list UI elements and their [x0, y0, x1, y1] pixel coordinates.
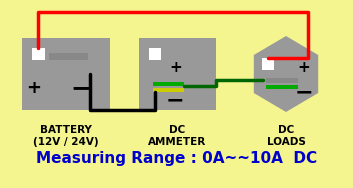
FancyBboxPatch shape — [22, 38, 110, 110]
Text: DC
AMMETER: DC AMMETER — [148, 125, 207, 147]
Bar — [262, 58, 274, 70]
Text: −: − — [70, 76, 91, 100]
Text: BATTERY
(12V / 24V): BATTERY (12V / 24V) — [33, 125, 98, 147]
FancyBboxPatch shape — [139, 38, 216, 110]
Polygon shape — [254, 36, 318, 112]
Text: −: − — [294, 82, 313, 102]
Text: Measuring Range : 0A~~10A  DC: Measuring Range : 0A~~10A DC — [36, 151, 317, 165]
Text: DC
LOADS: DC LOADS — [267, 125, 305, 147]
Bar — [49, 53, 88, 60]
Text: +: + — [297, 61, 310, 76]
Text: +: + — [169, 61, 182, 76]
Bar — [153, 82, 184, 86]
Bar — [267, 78, 298, 83]
Bar — [31, 48, 45, 60]
Bar — [267, 85, 298, 89]
Bar — [149, 48, 161, 60]
Text: −: − — [166, 90, 185, 110]
Text: +: + — [26, 79, 41, 97]
Bar — [153, 88, 184, 92]
